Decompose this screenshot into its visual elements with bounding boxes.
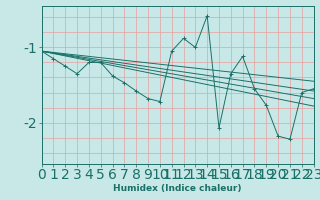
X-axis label: Humidex (Indice chaleur): Humidex (Indice chaleur)	[113, 184, 242, 193]
